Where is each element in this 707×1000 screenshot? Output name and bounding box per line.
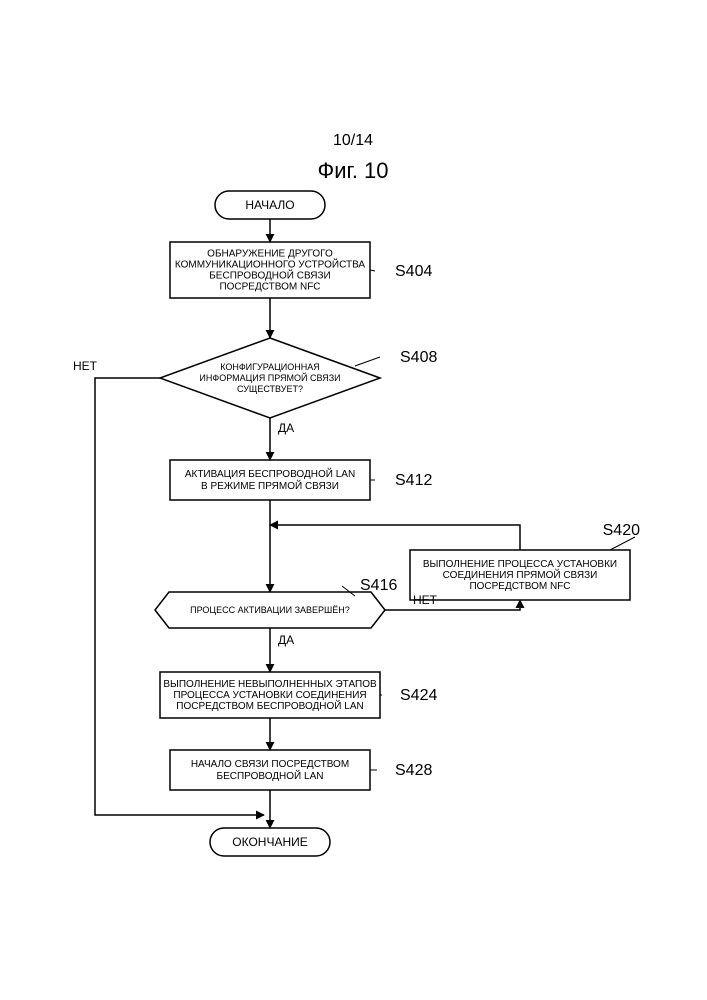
svg-text:ПОСРЕДСТВОМ NFC: ПОСРЕДСТВОМ NFC [469, 581, 570, 592]
svg-text:ОКОНЧАНИЕ: ОКОНЧАНИЕ [232, 835, 308, 849]
svg-text:КОНФИГУРАЦИОННАЯ: КОНФИГУРАЦИОННАЯ [220, 362, 320, 372]
svg-text:10/14: 10/14 [333, 132, 373, 149]
svg-text:НЕТ: НЕТ [73, 359, 98, 373]
svg-text:ПРОЦЕСС АКТИВАЦИИ ЗАВЕРШЁН?: ПРОЦЕСС АКТИВАЦИИ ЗАВЕРШЁН? [190, 605, 350, 615]
svg-text:ВЫПОЛНЕНИЕ НЕВЫПОЛНЕННЫХ ЭТАПО: ВЫПОЛНЕНИЕ НЕВЫПОЛНЕННЫХ ЭТАПОВ [163, 679, 377, 690]
flowchart: 10/14 Фиг. 10 НАЧАЛО ОБНАРУЖЕНИЕ ДРУГОГОКОМ… [0, 0, 707, 1000]
svg-text:S424: S424 [400, 687, 437, 704]
svg-text:БЕСПРОВОДНОЙ LAN: БЕСПРОВОДНОЙ LAN [217, 769, 324, 782]
svg-text:ОБНАРУЖЕНИЕ ДРУГОГО: ОБНАРУЖЕНИЕ ДРУГОГО [207, 249, 333, 260]
svg-text:АКТИВАЦИЯ БЕСПРОВОДНОЙ LAN: АКТИВАЦИЯ БЕСПРОВОДНОЙ LAN [185, 467, 355, 480]
svg-text:НАЧАЛО СВЯЗИ ПОСРЕДСТВОМ: НАЧАЛО СВЯЗИ ПОСРЕДСТВОМ [191, 759, 349, 770]
svg-text:Фиг. 10: Фиг. 10 [317, 158, 388, 183]
svg-text:S412: S412 [395, 472, 432, 489]
svg-text:S404: S404 [395, 263, 432, 280]
svg-text:ПОСРЕДСТВОМ БЕСПРОВОДНОЙ LAN: ПОСРЕДСТВОМ БЕСПРОВОДНОЙ LAN [176, 699, 363, 712]
svg-text:НАЧАЛО: НАЧАЛО [245, 198, 294, 212]
svg-text:ДА: ДА [278, 421, 294, 435]
svg-text:ПРОЦЕССА УСТАНОВКИ СОЕДИНЕНИЯ: ПРОЦЕССА УСТАНОВКИ СОЕДИНЕНИЯ [173, 690, 366, 701]
svg-text:В РЕЖИМЕ ПРЯМОЙ СВЯЗИ: В РЕЖИМЕ ПРЯМОЙ СВЯЗИ [201, 479, 339, 492]
svg-text:S420: S420 [603, 522, 640, 539]
svg-text:S428: S428 [395, 762, 432, 779]
svg-text:БЕСПРОВОДНОЙ СВЯЗИ: БЕСПРОВОДНОЙ СВЯЗИ [209, 269, 331, 282]
svg-text:СУЩЕСТВУЕТ?: СУЩЕСТВУЕТ? [237, 384, 303, 394]
svg-text:ВЫПОЛНЕНИЕ ПРОЦЕССА УСТАНОВКИ: ВЫПОЛНЕНИЕ ПРОЦЕССА УСТАНОВКИ [423, 559, 617, 570]
svg-text:ИНФОРМАЦИЯ ПРЯМОЙ СВЯЗИ: ИНФОРМАЦИЯ ПРЯМОЙ СВЯЗИ [199, 372, 340, 383]
svg-text:S408: S408 [400, 349, 437, 366]
svg-text:S416: S416 [360, 577, 397, 594]
svg-text:КОММУНИКАЦИОННОГО УСТРОЙСТВА: КОММУНИКАЦИОННОГО УСТРОЙСТВА [175, 258, 366, 271]
svg-text:СОЕДИНЕНИЯ ПРЯМОЙ СВЯЗИ: СОЕДИНЕНИЯ ПРЯМОЙ СВЯЗИ [443, 568, 598, 581]
svg-text:ПОСРЕДСТВОМ NFC: ПОСРЕДСТВОМ NFC [219, 282, 320, 293]
svg-text:ДА: ДА [278, 633, 294, 647]
